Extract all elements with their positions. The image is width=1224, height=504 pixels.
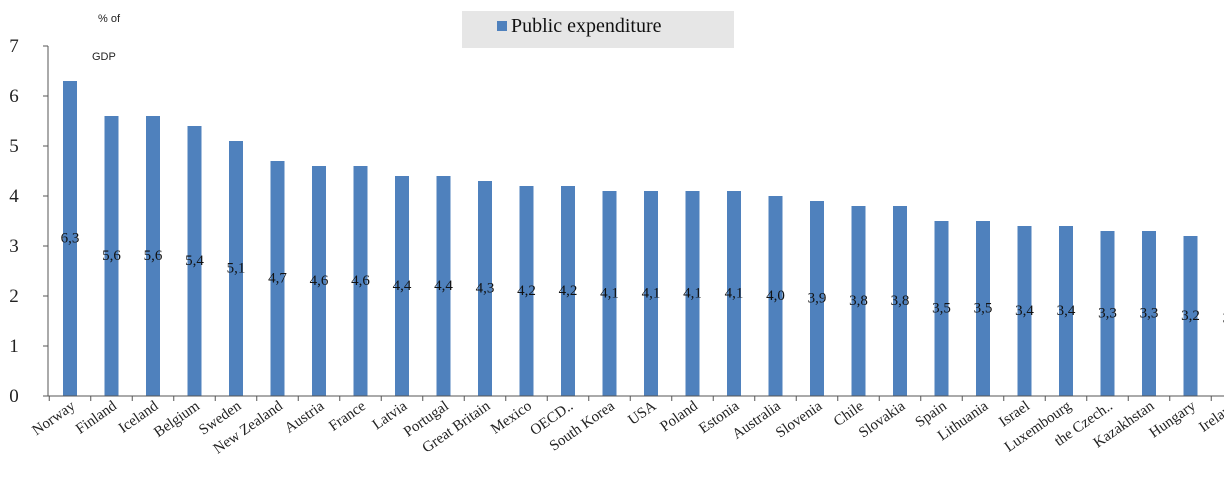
bars <box>48 81 1212 401</box>
bar <box>478 181 492 396</box>
value-label: 4,4 <box>393 278 412 294</box>
value-label: 5,6 <box>144 248 163 264</box>
bar <box>727 191 741 396</box>
bar <box>146 116 160 396</box>
bar <box>1100 231 1115 396</box>
bar <box>934 221 949 396</box>
bar <box>436 176 451 396</box>
bar <box>63 81 77 396</box>
category-label: Slovakia <box>856 398 908 441</box>
y-tick-label: 7 <box>9 36 19 57</box>
value-label: 4,4 <box>434 278 453 294</box>
value-label: 3,5 <box>932 301 951 317</box>
value-label: 3,8 <box>849 293 868 309</box>
y-tick-label: 4 <box>9 186 19 207</box>
value-label: 3,2 <box>1181 308 1200 324</box>
value-label: 4,7 <box>268 271 287 287</box>
category-label: Hungary <box>1147 398 1200 441</box>
y-tick-label: 5 <box>9 136 19 157</box>
bar <box>104 116 119 396</box>
legend-background <box>462 11 734 48</box>
bar <box>602 191 617 396</box>
value-label: 3,5 <box>974 301 993 317</box>
y-tick-label: 2 <box>9 286 19 307</box>
category-label: Slovenia <box>773 398 825 441</box>
category-label: Finland <box>73 398 120 438</box>
y-unit-label-line1: % of <box>98 13 121 25</box>
bar <box>1183 236 1198 396</box>
bar <box>1142 231 1156 396</box>
value-label: 3,3 <box>1140 306 1159 322</box>
bar <box>976 221 990 396</box>
y-tick-label: 3 <box>9 236 19 257</box>
value-label: 6,3 <box>61 231 80 247</box>
bar <box>768 196 783 396</box>
bar <box>229 141 243 396</box>
category-label: Australia <box>730 398 784 443</box>
value-label: 4,2 <box>559 283 578 299</box>
value-labels: 6,3 5,6 5,6 5,4 5,1 4,7 4,6 4,6 4,4 4,4 4,3 4,2 4,2 4… <box>61 231 1224 327</box>
value-label: 3,9 <box>808 291 827 307</box>
y-tick-label: 0 <box>9 386 19 407</box>
value-label: 3,8 <box>891 293 910 309</box>
y-tick-label: 1 <box>9 336 19 357</box>
bar <box>561 186 575 396</box>
bar <box>187 126 202 396</box>
value-label: 3,4 <box>1057 303 1076 319</box>
value-label: 4,1 <box>600 286 619 302</box>
value-label: 5,6 <box>102 248 121 264</box>
bar <box>395 176 409 396</box>
y-tick-label: 6 <box>9 86 19 107</box>
value-label: 4,1 <box>683 286 702 302</box>
category-label: France <box>326 398 369 435</box>
category-label: Poland <box>657 398 701 435</box>
legend: Public expenditure <box>462 11 734 48</box>
y-axis-ticks: 0 1 2 3 4 5 6 7 <box>9 36 48 407</box>
value-label: 4,1 <box>642 286 661 302</box>
value-label: 4,6 <box>310 273 329 289</box>
y-unit-label-line2: GDP <box>92 51 116 63</box>
bar <box>851 206 866 396</box>
bar <box>685 191 700 396</box>
value-label: 3,1 <box>1223 311 1224 327</box>
value-label: 4,1 <box>725 286 744 302</box>
value-label: 3,4 <box>1015 303 1034 319</box>
category-label: Belgium <box>151 398 203 441</box>
bar <box>893 206 907 396</box>
legend-swatch <box>497 21 507 31</box>
category-label: Austria <box>282 398 328 437</box>
value-label: 5,4 <box>185 253 204 269</box>
value-label: 4,2 <box>517 283 536 299</box>
category-label: USA <box>626 398 660 428</box>
bar <box>270 161 285 396</box>
legend-label: Public expenditure <box>511 15 662 37</box>
category-label: Mexico <box>488 398 535 437</box>
bar <box>312 166 326 396</box>
value-label: 3,3 <box>1098 306 1117 322</box>
bar <box>1059 226 1073 396</box>
value-label: 4,6 <box>351 273 370 289</box>
value-label: 5,1 <box>227 261 246 277</box>
value-label: 4,0 <box>766 288 785 304</box>
category-label: Ireland <box>1196 398 1224 436</box>
bar <box>644 191 658 396</box>
axes <box>47 46 1224 397</box>
value-label: 4,3 <box>476 281 495 297</box>
category-label: Norway <box>30 398 79 439</box>
bar <box>810 201 824 396</box>
bar <box>353 166 368 396</box>
bar <box>519 186 534 396</box>
bar <box>1017 226 1032 396</box>
